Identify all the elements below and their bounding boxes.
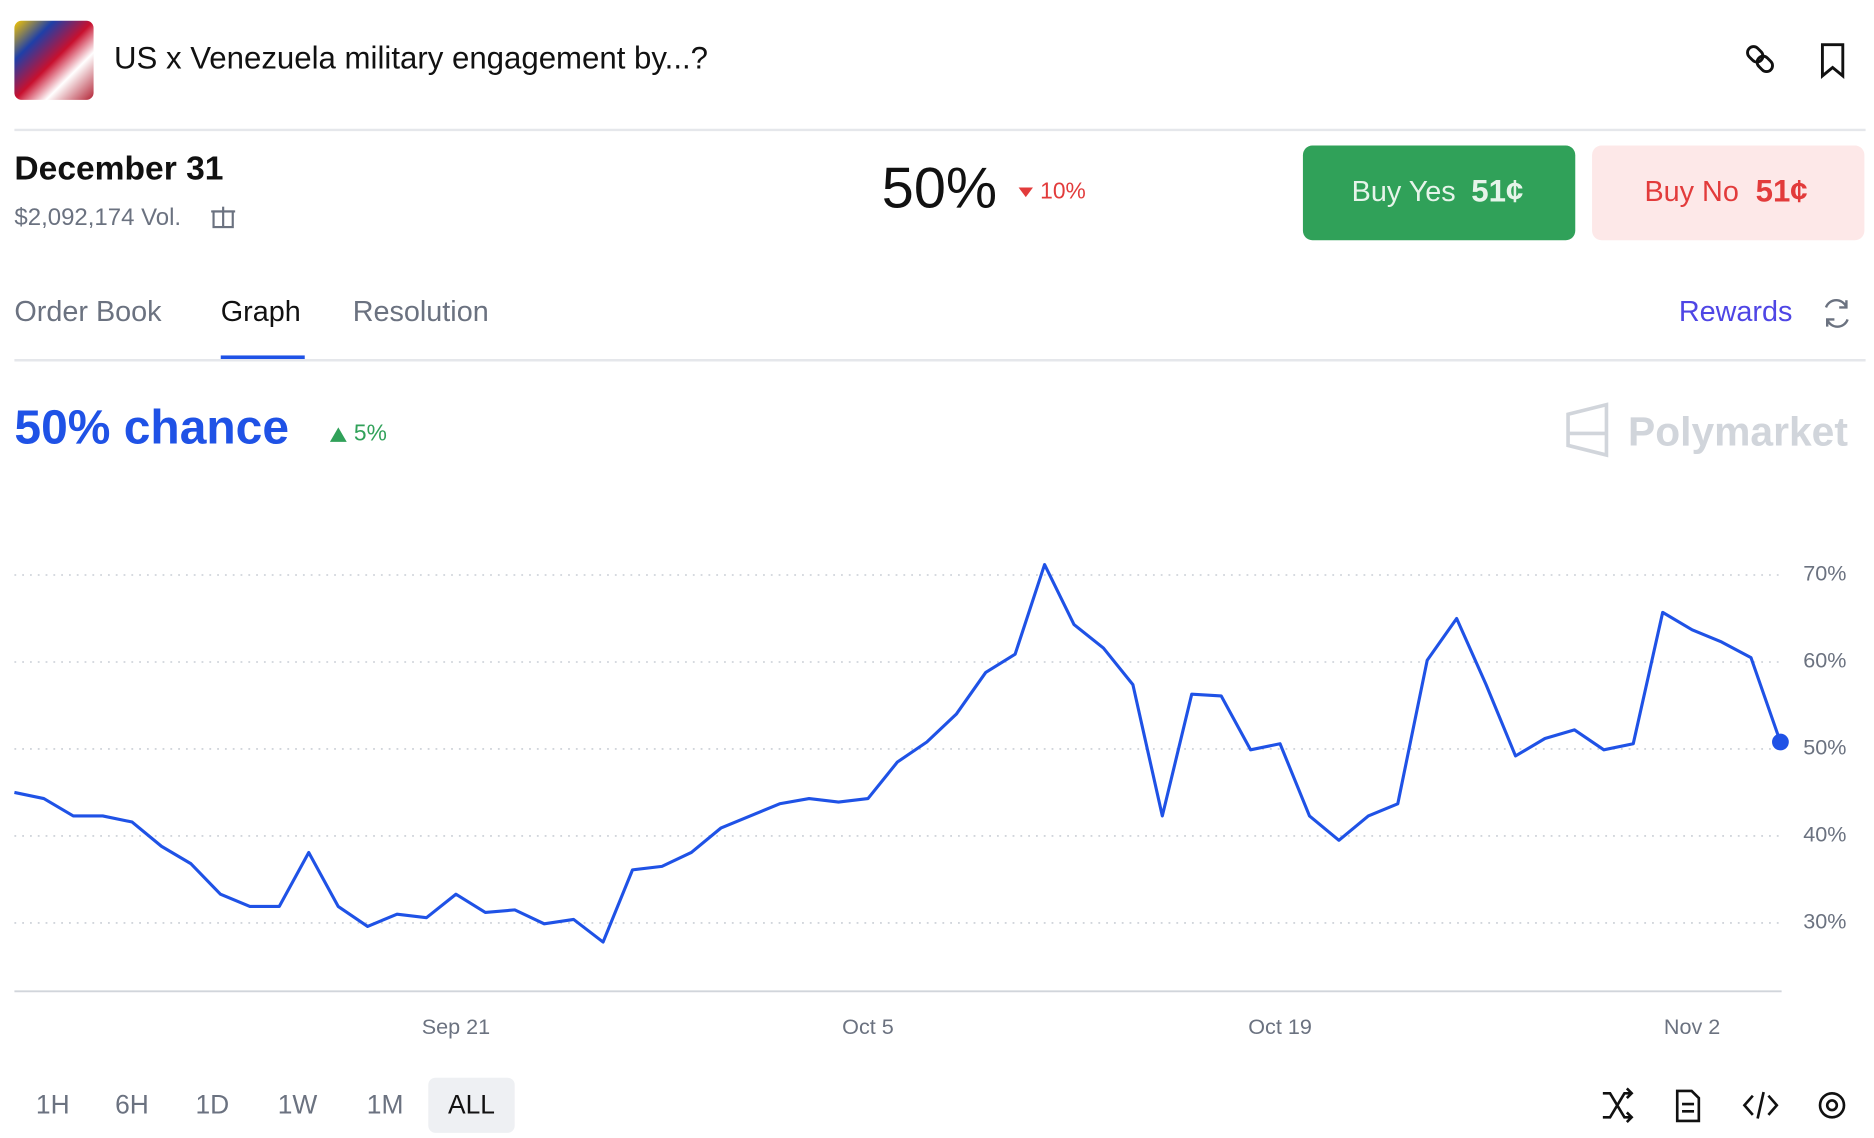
x-tick-label: Oct 19 [1248,1014,1312,1039]
tab[interactable]: Resolution [353,296,489,328]
range-button[interactable]: 1D [195,1089,229,1119]
title: US x Venezuela military engagement by...… [114,41,708,76]
y-tick-label: 60% [1803,648,1846,673]
gift-icon [211,206,236,229]
up-arrow [329,427,347,442]
button-price: 51¢ [1756,174,1808,209]
settings-button[interactable] [1818,1091,1846,1119]
range-button[interactable]: 6H [115,1089,149,1119]
rewards-link[interactable]: Rewards [1679,296,1793,328]
market-icon [14,20,94,100]
bookmark-button[interactable] [1820,43,1845,79]
document-button[interactable] [1675,1089,1701,1123]
y-tick-label: 70% [1803,561,1846,586]
x-tick-label: Nov 2 [1664,1014,1720,1039]
y-tick-label: 30% [1803,909,1846,934]
button-bg [1302,145,1576,241]
tab[interactable]: Order Book [14,296,162,328]
range-active-bg [428,1077,515,1133]
brand: Polymarket [1628,408,1848,454]
toolbar [1602,1087,1846,1124]
volume: $2,092,174 Vol. [14,204,181,231]
x-tick-label: Oct 5 [842,1014,894,1039]
embed-button[interactable] [1742,1091,1779,1119]
down-arrow [1018,187,1033,198]
brand-logo [1566,402,1609,458]
outcome-date: December 31 [14,151,223,188]
y-tick-label: 50% [1803,735,1846,760]
end-dot [1772,733,1789,751]
buy-no-button[interactable]: Buy No 51¢ [1592,145,1865,241]
x-tick-label: Sep 21 [422,1014,490,1039]
probability-change: 10% [1040,177,1086,203]
buy-yes-button[interactable]: Buy Yes 51¢ [1302,145,1576,241]
refresh-button[interactable] [1824,299,1849,328]
y-tick-label: 40% [1803,822,1846,847]
plot: 30% 40% 50% 60% 70% Sep 21 Oct 5 Oct 19 Nov 2 [14,561,1846,1039]
shuffle-button[interactable] [1602,1087,1634,1124]
line [14,563,1782,944]
tab[interactable]: Graph [221,296,301,328]
range-button[interactable]: 1W [278,1089,318,1119]
link-button[interactable] [1745,44,1775,74]
tab-underline [220,355,305,360]
button-label: Buy Yes [1352,176,1456,208]
range-button[interactable]: 1H [36,1089,70,1119]
button-price: 51¢ [1471,174,1523,209]
range-button[interactable]: 1M [367,1089,404,1119]
range-selector: 1H 6H 1D 1W 1M ALL [36,1089,495,1119]
chance: 50% chance [14,402,289,455]
button-label: Buy No [1644,176,1738,208]
button-bg [1592,145,1865,241]
probability: 50% [882,156,997,220]
chance-change: 5% [354,420,387,446]
range-button[interactable]: ALL [448,1089,495,1119]
